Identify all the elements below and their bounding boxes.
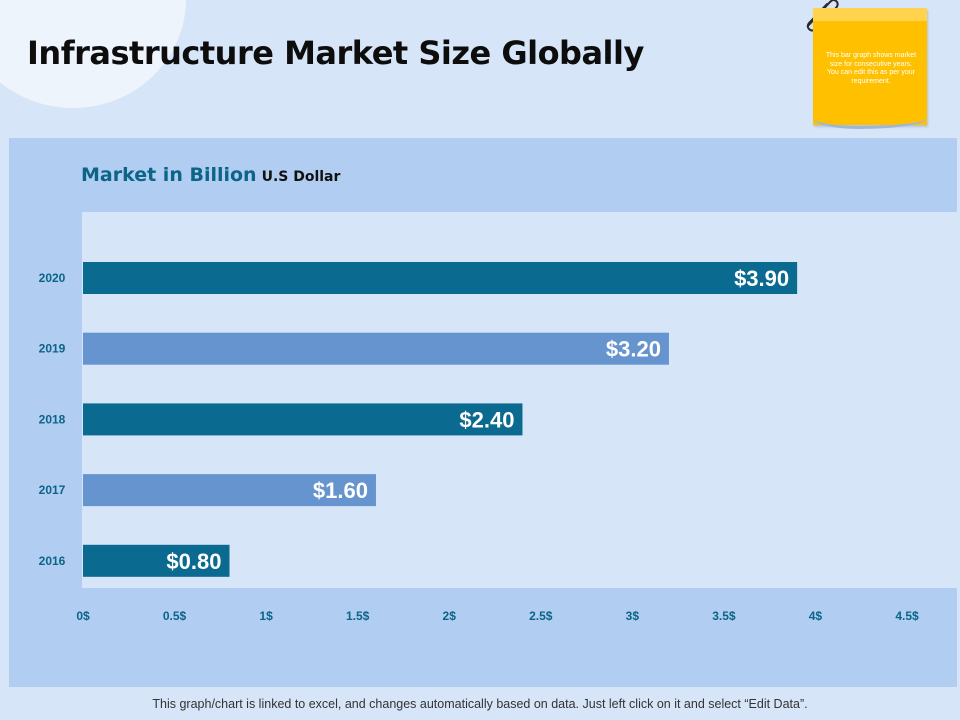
panel-heading: Market in Billion U.S Dollar (81, 164, 340, 186)
y-tick-label: 2019 (39, 342, 66, 356)
y-tick-label: 2018 (39, 412, 66, 426)
sticky-note-fold (813, 8, 927, 21)
data-label: $3.90 (734, 266, 789, 291)
x-tick-label: 3$ (626, 609, 640, 623)
y-tick-label: 2017 (39, 483, 66, 497)
x-tick-label: 0$ (76, 609, 90, 623)
x-tick-label: 2.5$ (529, 609, 553, 623)
bar-2016 (83, 544, 230, 577)
bar-2017 (83, 474, 376, 507)
x-tick-label: 4$ (809, 609, 823, 623)
x-tick-label: 1.5$ (346, 609, 370, 623)
x-tick-label: 1$ (259, 609, 273, 623)
x-tick-label: 4.5$ (895, 609, 919, 623)
data-label: $1.60 (313, 478, 368, 503)
sticky-note: This bar graph shows market size for con… (813, 8, 927, 129)
sticky-note-curl (813, 118, 927, 129)
bar-2018 (83, 403, 523, 436)
bar-2019 (83, 332, 669, 365)
data-label: $0.80 (166, 549, 221, 574)
y-tick-label: 2020 (39, 271, 66, 285)
sticky-note-text: This bar graph shows market size for con… (825, 52, 917, 85)
page-title: Infrastructure Market Size Globally (27, 34, 644, 72)
panel-heading-unit: U.S Dollar (261, 169, 341, 185)
data-label: $3.20 (606, 337, 661, 362)
x-tick-label: 0.5$ (163, 609, 187, 623)
footer-note: This graph/chart is linked to excel, and… (152, 697, 808, 711)
x-tick-label: 3.5$ (712, 609, 736, 623)
data-label: $2.40 (459, 407, 514, 432)
y-tick-label: 2016 (39, 554, 66, 568)
bar-2020 (83, 262, 798, 294)
panel-heading-main: Market in Billion (81, 164, 257, 186)
x-tick-label: 2$ (443, 609, 457, 623)
